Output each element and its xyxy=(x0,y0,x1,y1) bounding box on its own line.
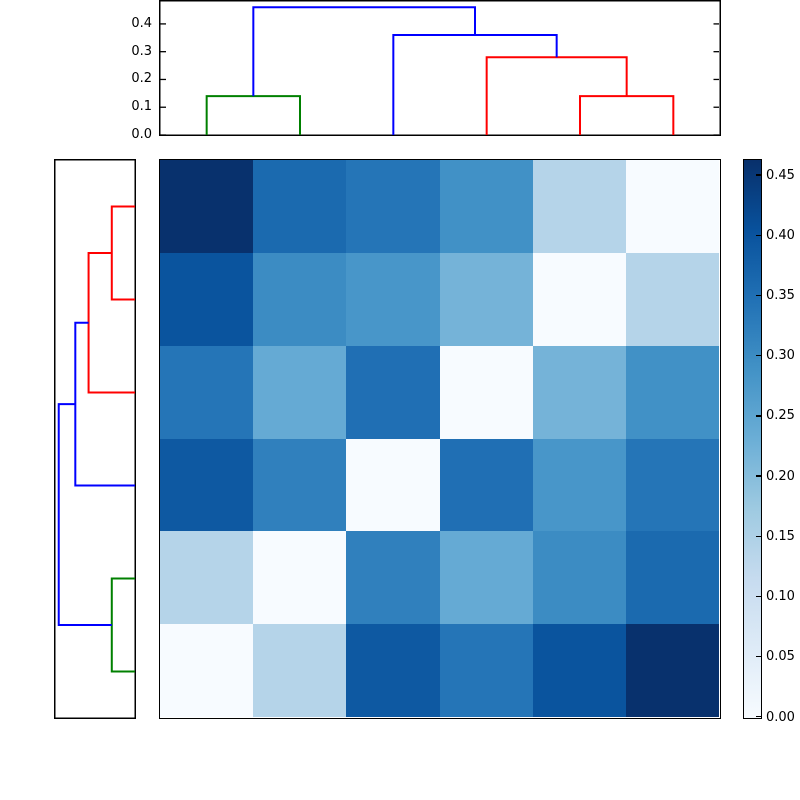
y-axis-tick-label: 0.1 xyxy=(131,99,152,115)
heatmap-cell xyxy=(533,346,626,439)
dendrogram-link xyxy=(110,205,135,301)
dendrogram-link xyxy=(74,321,135,487)
colorbar-tick-label: 0.45 xyxy=(766,167,795,183)
heatmap-cell xyxy=(160,624,253,717)
y-axis-tick-label: 0.0 xyxy=(131,127,152,142)
colorbar-tick xyxy=(756,294,761,297)
heatmap-cell xyxy=(533,624,626,717)
heatmap-cell xyxy=(626,624,719,717)
colorbar-tick xyxy=(756,715,761,717)
colorbar-tick-label: 0.35 xyxy=(766,287,795,303)
heatmap-cell xyxy=(440,439,533,531)
colorbar-tick-label: 0.20 xyxy=(766,468,795,484)
colorbar-tick-label: 0.30 xyxy=(766,348,795,364)
heatmap-cell xyxy=(533,531,626,624)
heatmap-cell xyxy=(253,346,346,439)
heatmap-cell xyxy=(533,160,626,253)
heatmap-cell xyxy=(346,346,440,439)
heatmap-cell xyxy=(440,160,533,253)
colorbar-tick xyxy=(756,355,761,357)
heatmap-cell xyxy=(160,160,253,253)
heatmap-cell xyxy=(346,439,440,531)
heatmap-cell xyxy=(440,253,533,346)
colorbar-tick xyxy=(756,234,761,236)
heatmap-cell xyxy=(346,160,440,253)
heatmap-cell xyxy=(440,531,533,624)
heatmap-cell xyxy=(626,160,719,253)
dendrogram-link xyxy=(205,95,301,135)
top-dendrogram xyxy=(159,0,721,136)
heatmap xyxy=(159,159,721,719)
dendrogram-link xyxy=(392,34,558,135)
colorbar-tick-label: 0.00 xyxy=(766,709,795,725)
heatmap-cell xyxy=(626,531,719,624)
colorbar-tick-label: 0.40 xyxy=(766,227,795,243)
y-axis-tick-label: 0.3 xyxy=(131,43,152,59)
dendrogram-link xyxy=(252,6,476,97)
heatmap-cell xyxy=(440,624,533,717)
heatmap-cell xyxy=(440,346,533,439)
colorbar-tick-label: 0.05 xyxy=(766,649,795,665)
left-dendrogram xyxy=(54,159,136,719)
colorbar-tick xyxy=(756,475,761,477)
heatmap-cell xyxy=(253,531,346,624)
dendrogram-link xyxy=(57,403,112,626)
heatmap-cell xyxy=(160,439,253,531)
heatmap-cell xyxy=(253,253,346,346)
heatmap-cell xyxy=(253,624,346,717)
left-dendrogram-frame xyxy=(54,159,136,719)
heatmap-cell xyxy=(346,253,440,346)
top-dendrogram-frame xyxy=(159,0,721,136)
colorbar-tick xyxy=(756,415,761,417)
heatmap-cell xyxy=(626,253,719,346)
heatmap-cell xyxy=(346,531,440,624)
heatmap-cell xyxy=(533,439,626,531)
colorbar-tick-label: 0.25 xyxy=(766,408,795,424)
heatmap-cell xyxy=(626,439,719,531)
dendrogram-link xyxy=(87,252,135,394)
colorbar-tick xyxy=(756,535,761,538)
heatmap-cell xyxy=(253,439,346,531)
colorbar-tick-label: 0.15 xyxy=(766,528,795,544)
dendrogram-link xyxy=(579,95,675,135)
colorbar-tick-label: 0.10 xyxy=(766,589,795,605)
colorbar xyxy=(743,159,762,719)
y-axis-tick-label: 0.2 xyxy=(131,71,152,87)
heatmap-cell xyxy=(346,624,440,717)
heatmap-cell xyxy=(160,346,253,439)
dendrogram-link xyxy=(110,577,135,673)
heatmap-cell xyxy=(626,346,719,439)
heatmap-cell xyxy=(533,253,626,346)
colorbar-tick xyxy=(756,656,761,658)
heatmap-cell xyxy=(160,531,253,624)
heatmap-cell xyxy=(160,253,253,346)
colorbar-tick xyxy=(756,595,761,598)
y-axis-tick-label: 0.4 xyxy=(131,15,152,31)
heatmap-cell xyxy=(253,160,346,253)
colorbar-tick xyxy=(756,174,761,176)
